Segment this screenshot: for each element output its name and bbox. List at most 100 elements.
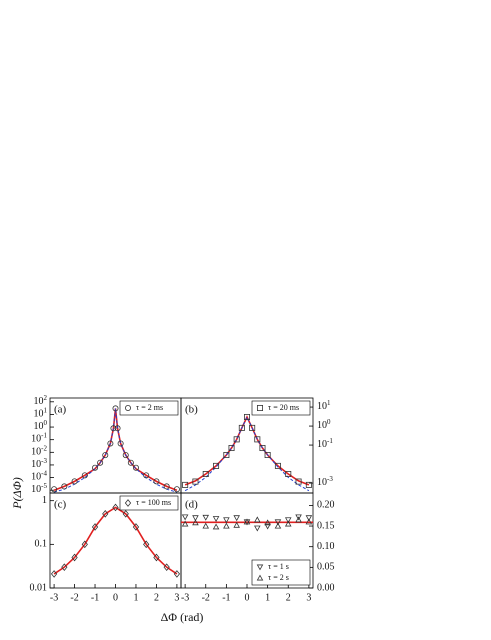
legend-label: τ = 2 ms <box>136 403 163 412</box>
fit-curve <box>53 408 178 491</box>
data-point <box>192 519 199 526</box>
data-point <box>254 436 261 443</box>
data-point <box>81 540 88 549</box>
panel-label: (b) <box>185 404 198 416</box>
data-point <box>249 424 256 431</box>
y-tick-label: 100 <box>34 419 48 433</box>
reference-curve <box>184 415 310 492</box>
y-tick-label: 0.05 <box>317 562 335 573</box>
data-point <box>202 522 210 529</box>
data-point <box>107 440 114 447</box>
y-tick-label: 0.15 <box>317 520 335 531</box>
y-tick-label: 10-3 <box>31 457 47 471</box>
data-point <box>259 445 266 452</box>
data-point <box>61 483 68 490</box>
panel-label: (d) <box>185 499 198 511</box>
data-point <box>112 503 119 512</box>
data-point <box>256 574 264 581</box>
x-tick-label: -3 <box>181 592 189 603</box>
data-point <box>81 472 88 479</box>
y-tick-label: 0.1 <box>35 539 48 550</box>
data-point <box>256 404 263 411</box>
y-tick-label: 10-2 <box>31 444 47 458</box>
data-point <box>228 445 235 452</box>
data-point <box>284 517 292 524</box>
x-axis-label: ΔΦ (rad) <box>161 610 204 624</box>
data-point <box>192 478 199 485</box>
data-point <box>173 486 180 493</box>
data-point <box>163 483 170 490</box>
x-tick-label: 2 <box>154 592 159 603</box>
data-point <box>256 564 264 571</box>
data-point <box>132 523 140 531</box>
x-tick-label: -2 <box>202 592 210 603</box>
y-tick-label: 1 <box>42 495 47 506</box>
x-tick-label: -1 <box>91 592 99 603</box>
x-tick-label: 3 <box>174 592 179 603</box>
data-point <box>112 405 119 412</box>
data-point <box>122 509 129 518</box>
data-point <box>305 515 313 522</box>
data-point <box>163 563 170 572</box>
data-point <box>254 516 261 523</box>
legend-label: τ = 20 ms <box>268 403 299 412</box>
x-tick-label: 0 <box>113 592 118 603</box>
data-point <box>92 464 99 471</box>
data-point <box>243 413 250 420</box>
data-point <box>181 514 189 521</box>
data-point <box>213 462 220 469</box>
data-point <box>274 522 282 529</box>
y-tick-label: 101 <box>317 399 331 413</box>
legend-label: τ = 2 s <box>268 573 289 582</box>
data-point <box>284 520 292 527</box>
data-point <box>71 553 78 562</box>
x-tick-label: 2 <box>286 592 291 603</box>
y-tick-label: 0.00 <box>317 582 335 593</box>
fit-curve <box>53 506 178 575</box>
data-point <box>61 563 68 572</box>
legend-label: τ = 1 s <box>268 562 289 571</box>
data-point <box>305 481 312 488</box>
data-point <box>153 553 160 562</box>
data-point <box>182 481 189 488</box>
data-point <box>202 514 210 521</box>
data-point <box>238 424 245 431</box>
fit-curve <box>184 415 310 486</box>
y-axis-label: P(ΔΦ) <box>10 477 24 510</box>
x-tick-label: 0 <box>245 592 250 603</box>
data-point <box>274 462 281 469</box>
y-tick-label: 102 <box>34 393 48 407</box>
panel-label: (c) <box>54 499 67 511</box>
data-point <box>223 451 230 458</box>
data-point <box>233 521 240 528</box>
data-point <box>102 509 109 518</box>
data-point <box>114 425 121 432</box>
data-point <box>212 516 220 523</box>
data-point <box>173 570 181 578</box>
legend-box <box>119 400 179 416</box>
data-point <box>125 404 132 411</box>
data-point <box>223 517 230 524</box>
panel-label: (a) <box>54 404 67 416</box>
data-point <box>181 520 189 527</box>
data-point <box>102 452 109 459</box>
y-tick-label: 100 <box>317 418 331 432</box>
data-point <box>127 459 134 466</box>
data-point <box>71 478 78 485</box>
data-point <box>124 499 132 507</box>
y-tick-label: 10-1 <box>317 437 333 451</box>
data-point <box>295 514 302 521</box>
y-tick-label: 0.01 <box>30 582 48 593</box>
data-point <box>264 523 271 530</box>
legend-label: τ = 100 ms <box>136 498 171 507</box>
x-tick-label: 1 <box>265 592 270 603</box>
y-tick-label: 10-1 <box>31 431 47 445</box>
data-point <box>274 519 282 526</box>
x-tick-label: 1 <box>133 592 138 603</box>
data-point <box>153 478 160 485</box>
data-point <box>143 540 150 549</box>
data-point <box>233 515 240 522</box>
x-tick-label: 3 <box>306 592 311 603</box>
y-tick-label: 0.20 <box>317 500 335 511</box>
